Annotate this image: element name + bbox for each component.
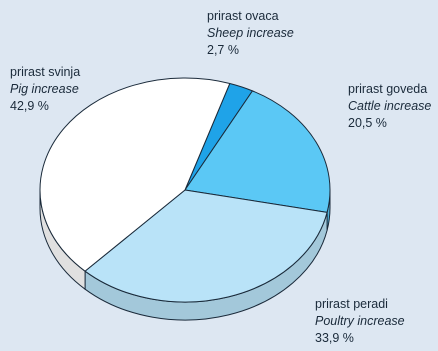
label-poultry-value: 33,9 % [315,331,354,345]
label-pig-hr: prirast svinja [10,65,80,79]
label-sheep-value: 2,7 % [207,43,239,57]
label-pig-en: Pig increase [10,82,79,96]
label-cattle-en: Cattle increase [348,99,431,113]
label-poultry-hr: prirast peradi [315,297,388,311]
label-cattle-value: 20,5 % [348,116,387,130]
label-poultry-en: Poultry increase [315,314,405,328]
label-pig: prirast svinja Pig increase 42,9 % [10,65,80,113]
label-sheep-en: Sheep increase [207,26,294,40]
pie-slices [39,77,331,321]
pie-slice-2 [84,189,328,303]
label-cattle-hr: prirast goveda [348,82,427,96]
label-pig-value: 42,9 % [10,99,49,113]
pie-slice-1 [184,90,331,213]
label-sheep: prirast ovaca Sheep increase 2,7 % [207,9,294,57]
pie-slice-3 [39,77,231,272]
label-sheep-hr: prirast ovaca [207,9,279,23]
label-poultry: prirast peradi Poultry increase 33,9 % [315,297,405,345]
label-cattle: prirast goveda Cattle increase 20,5 % [348,82,431,130]
